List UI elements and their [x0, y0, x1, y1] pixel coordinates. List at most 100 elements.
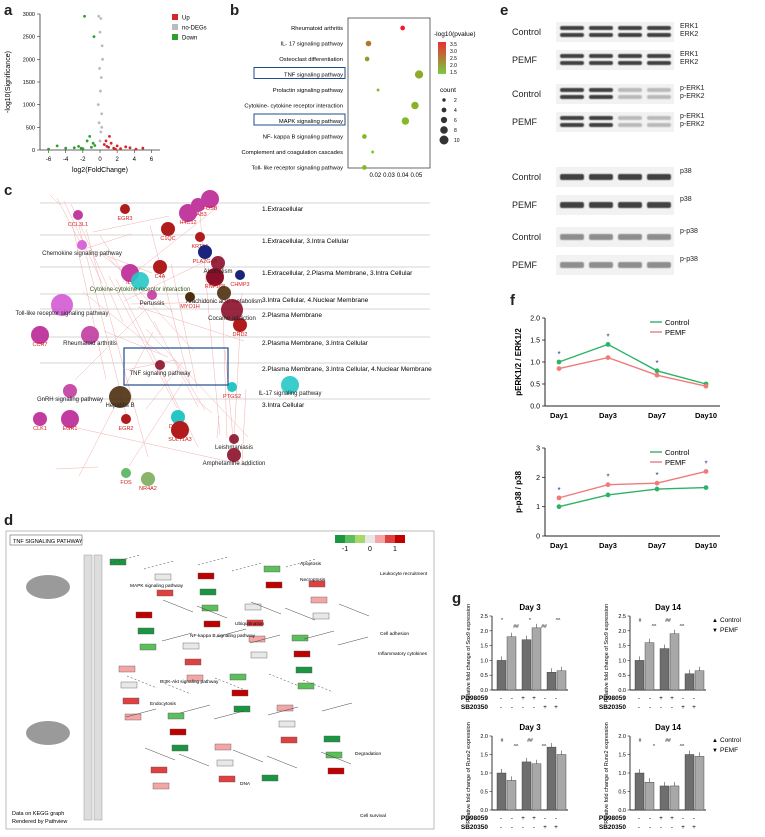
volcano-legend-label: Down: [182, 36, 197, 42]
volcano-point-up: [109, 141, 113, 145]
enrichment-xtick-label: 0.02: [369, 173, 381, 179]
gene-label: KRT15: [191, 244, 208, 250]
volcano-ytick-label: 2000: [23, 57, 35, 63]
blot-row: PEMF ERK1 ERK2: [512, 48, 762, 74]
network-edge: [149, 224, 191, 386]
bar-pemf: [506, 636, 517, 691]
network-edge: [122, 205, 220, 283]
gene-label: H2AB3: [189, 212, 206, 218]
network-edge: [137, 306, 245, 342]
significance-marker: *: [704, 459, 707, 468]
kegg-gene-box: [246, 619, 264, 627]
treatment-sign: -: [522, 824, 524, 831]
blot-condition-label: PEMF: [512, 260, 538, 270]
volcano-point-up: [134, 147, 138, 151]
line-xtick-label: Day7: [648, 411, 666, 420]
enrichment-dot: [362, 165, 367, 170]
line-series-pemf: [558, 356, 707, 387]
treatment-sign: +: [692, 704, 696, 711]
pathway-node: [211, 256, 225, 270]
kegg-colorbar-tick: -1: [342, 546, 348, 553]
bar-ytick-label: 2.5: [618, 614, 626, 620]
volcano-legend-label: Up: [182, 16, 190, 22]
kegg-gene-box: [293, 650, 311, 658]
volcano-ylabel: -log10(Significance): [5, 51, 12, 113]
volcano-ytick-label: 2500: [23, 35, 35, 41]
kegg-node-label: NF-kappa B signaling pathway: [190, 633, 256, 639]
gene-node: [171, 421, 189, 439]
enrichment-dot: [411, 101, 419, 110]
volcano-legend-swatch: [172, 34, 178, 40]
kegg-gene-box: [297, 682, 315, 690]
kegg-gene-box: [169, 728, 187, 736]
network-edge: [71, 222, 107, 380]
blot-band-strip: [556, 22, 674, 42]
gene-node: [185, 292, 195, 302]
kegg-arrow: [302, 679, 334, 693]
colorbar-tick: 2.5: [450, 56, 457, 62]
kegg-gene-box: [229, 673, 247, 681]
volcano-point-down: [92, 35, 96, 39]
kegg-arrow: [321, 702, 353, 712]
kegg-arrow: [337, 636, 369, 646]
treatment-sign: -: [544, 815, 546, 822]
treatment-sign: -: [649, 824, 651, 831]
enrichment-dot: [365, 40, 372, 47]
kegg-node-label: DNA: [240, 781, 251, 787]
volcano-point-down: [83, 14, 86, 18]
size-legend-label: 2: [454, 98, 457, 104]
kegg-gene-box: [263, 565, 281, 573]
bar-significance: #: [639, 738, 642, 744]
network-edge: [92, 215, 170, 233]
network-diagram: 1.Extracellular 1.Extracellular, 3.Intra …: [15, 190, 432, 492]
line-ytick-label: 3: [536, 446, 540, 453]
blot-condition-label: Control: [512, 27, 542, 37]
colorbar-title: -log10(pvalue): [434, 31, 476, 38]
bar-ylabel: Relative fold change of Runx2 expression: [466, 722, 472, 824]
blot-protein-label: p-p38: [680, 228, 698, 235]
kegg-arrow: [179, 704, 211, 714]
treatment-sign: +: [521, 815, 525, 822]
volcano-point-no-degs: [99, 17, 103, 20]
gene-label: CLK1: [33, 426, 47, 432]
kegg-arrow: [197, 556, 229, 566]
blot-band: [618, 123, 642, 127]
line-point: [703, 383, 709, 389]
kegg-gene-box: [310, 596, 328, 604]
kegg-arrow: [338, 603, 370, 617]
kegg-gene-box: [182, 642, 200, 650]
pathway-label: NF- kappa B signaling pathway: [263, 135, 343, 141]
bar-ytick-label: 1.0: [480, 771, 488, 777]
blot-condition-label: PEMF: [512, 55, 538, 65]
kegg-arrow: [231, 562, 263, 572]
blot-band: [560, 26, 584, 30]
blot-band: [618, 234, 642, 240]
pathway-node: [155, 360, 165, 370]
kegg-arrow: [250, 601, 282, 615]
bar-significance: ^^: [556, 618, 561, 624]
pathway-label: Toll- like receptor signaling pathway: [251, 166, 343, 172]
panel-label-g: g: [452, 590, 462, 607]
bar-ylabel: Relative fold change of Sox9 expression: [466, 604, 472, 702]
treatment-sign: +: [670, 815, 674, 822]
kegg-colorbar-cell: [365, 535, 375, 543]
pathway-label: Pertussis: [140, 301, 165, 307]
bar-pemf: [644, 782, 655, 811]
blot-band: [589, 234, 613, 240]
gene-label: FOSB: [203, 206, 218, 212]
pathway-node: [229, 434, 239, 444]
blot-condition-label: Control: [512, 232, 542, 242]
colorbar-tick: 2.0: [450, 63, 457, 69]
kegg-gene-box: [244, 603, 262, 611]
blot-band: [560, 202, 584, 208]
line-ylabel: pERK1/2 / ERK1/2: [514, 328, 523, 396]
bar-significance: #: [501, 738, 504, 744]
line-ytick-label: 2.0: [530, 316, 540, 323]
bar-significance: ^^: [680, 744, 685, 750]
bar-legend-label: Control: [720, 617, 742, 624]
blot-band: [647, 262, 671, 268]
blot-band: [647, 26, 671, 30]
line-xtick-label: Day7: [648, 541, 666, 550]
line-point: [654, 372, 660, 378]
treatment-sign: +: [554, 824, 558, 831]
